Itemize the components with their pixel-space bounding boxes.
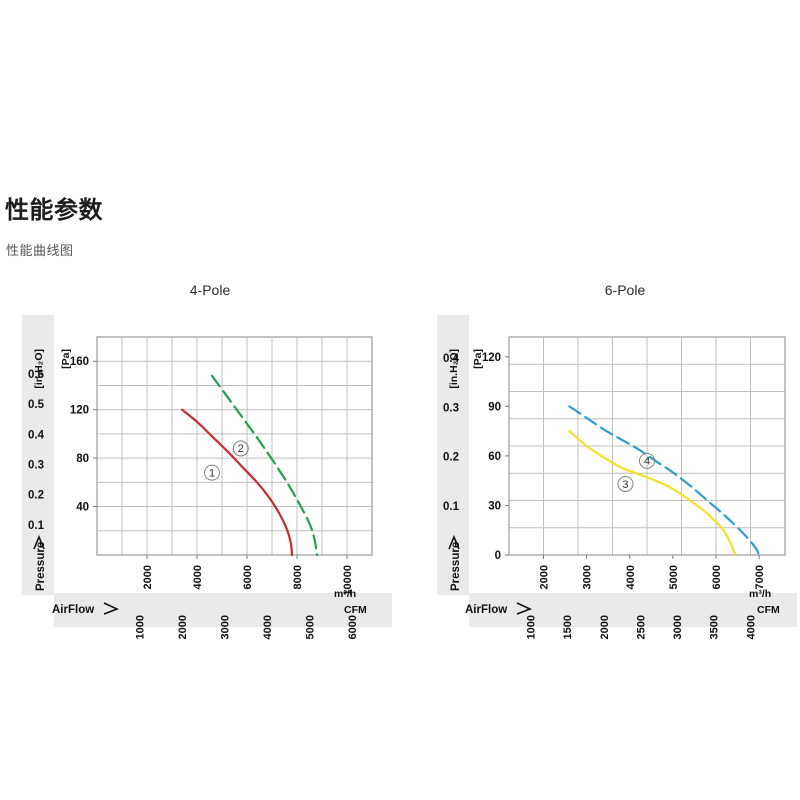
y-tick-pa: 80 <box>76 453 89 465</box>
performance-curve-chart-6pole: 3 4 120 90 60 30 0 [Pa] 0.4 0.3 0.2 0.1 [in.H₂O] Pres… <box>437 315 797 639</box>
svg-text:2: 2 <box>238 443 244 455</box>
x-tick-m3h: 6000 <box>711 565 723 589</box>
x-tick-m3h: 10000 <box>342 565 354 596</box>
y-tick-inh2o: 0.1 <box>443 501 460 513</box>
x-tick-cfm: 2000 <box>177 615 189 639</box>
y-axis-name: Pressure <box>33 534 47 591</box>
y-unit-pa: [Pa] <box>60 349 72 369</box>
y-unit-inh2o: [in.H₂O] <box>33 349 45 389</box>
bottom-unit-band <box>469 593 797 627</box>
x-tick-cfm: 5000 <box>304 615 316 639</box>
svg-text:AirFlow: AirFlow <box>52 604 94 616</box>
x-tick-m3h: 4000 <box>192 565 204 589</box>
y-tick-inh2o: 0.5 <box>28 399 45 411</box>
chart-title-6pole: 6-Pole <box>604 282 646 298</box>
series-marker-1: 1 <box>204 464 220 481</box>
left-unit-band <box>437 315 469 595</box>
y-tick-inh2o: 0.1 <box>28 520 45 532</box>
y-tick-pa: 0 <box>495 550 501 562</box>
y-tick-pa: 120 <box>70 405 89 417</box>
x-tick-cfm: 4000 <box>262 615 274 639</box>
series-marker-1: 3 <box>617 475 634 492</box>
x-tick-cfm: 2500 <box>635 615 647 639</box>
series-marker-2: 4 <box>639 452 655 469</box>
y-tick-pa: 160 <box>70 356 89 368</box>
performance-curve-chart-4pole: 1 2 160 120 80 40 [Pa] 0.6 0.5 0.4 0.3 0.2 0.1 [in.H₂… <box>22 315 392 639</box>
x-axis-name: AirFlow <box>465 602 533 616</box>
curve-1 <box>568 430 737 557</box>
x-tick-cfm: 3000 <box>672 615 684 639</box>
svg-text:1: 1 <box>209 467 215 479</box>
x-unit-cfm: CFM <box>757 604 780 616</box>
y-unit-inh2o: [in.H₂O] <box>448 349 460 389</box>
x-tick-cfm: 3500 <box>709 615 721 639</box>
x-tick-cfm: 6000 <box>347 615 359 639</box>
y-tick-pa: 30 <box>488 500 501 512</box>
page-subtitle: 性能曲线图 <box>6 243 74 258</box>
x-tick-m3h: 4000 <box>625 565 637 589</box>
x-unit-m3h: m³/h <box>334 588 356 600</box>
y-tick-inh2o: 0.3 <box>28 459 44 471</box>
grid <box>96 336 373 556</box>
y-tick-inh2o: 0.4 <box>28 429 45 441</box>
page-title: 性能参数 <box>5 197 103 224</box>
y-tick-inh2o: 0.2 <box>28 490 44 502</box>
curve-2 <box>210 374 319 557</box>
x-unit-m3h: m³/h <box>749 588 771 600</box>
y-axis-name: Pressure <box>448 534 462 591</box>
y-tick-inh2o: 0.4 <box>443 353 460 365</box>
x-tick-m3h: 5000 <box>668 565 680 589</box>
x-unit-cfm: CFM <box>344 604 367 616</box>
svg-text:Pressure: Pressure <box>35 542 47 591</box>
x-tick-m3h: 2000 <box>539 565 551 589</box>
x-tick-cfm: 1500 <box>562 615 574 639</box>
y-tick-pa: 90 <box>488 401 501 413</box>
curve-2 <box>568 405 761 557</box>
x-tick-m3h: 3000 <box>582 565 594 589</box>
svg-text:Pressure: Pressure <box>450 542 462 591</box>
svg-text:4: 4 <box>644 456 650 468</box>
plot-frame <box>508 336 786 556</box>
x-tick-m3h: 8000 <box>292 565 304 589</box>
x-tick-m3h: 2000 <box>142 565 154 589</box>
x-tick-cfm: 4000 <box>745 615 757 639</box>
x-tick-m3h: 7000 <box>754 565 766 589</box>
svg-text:AirFlow: AirFlow <box>465 604 507 616</box>
y-tick-pa: 60 <box>488 451 501 463</box>
y-unit-pa: [Pa] <box>472 349 484 369</box>
y-tick-inh2o: 0.6 <box>28 369 44 381</box>
plot-frame <box>96 336 373 556</box>
x-tick-cfm: 1000 <box>134 615 146 639</box>
x-tick-cfm: 2000 <box>599 615 611 639</box>
x-axis-name: AirFlow <box>52 602 120 616</box>
x-tick-m3h: 6000 <box>242 565 254 589</box>
x-tick-cfm: 3000 <box>219 615 231 639</box>
bottom-unit-band <box>54 593 392 627</box>
left-unit-band <box>22 315 54 595</box>
y-tick-inh2o: 0.3 <box>443 402 459 414</box>
chart-title-4pole: 4-Pole <box>189 282 231 298</box>
svg-text:3: 3 <box>622 479 628 491</box>
y-tick-pa: 120 <box>482 352 501 364</box>
y-tick-pa: 40 <box>76 502 89 514</box>
grid <box>508 336 786 556</box>
series-marker-2: 2 <box>232 440 249 457</box>
y-tick-inh2o: 0.2 <box>443 452 459 464</box>
x-tick-cfm: 1000 <box>526 615 538 639</box>
curve-1 <box>180 408 294 557</box>
